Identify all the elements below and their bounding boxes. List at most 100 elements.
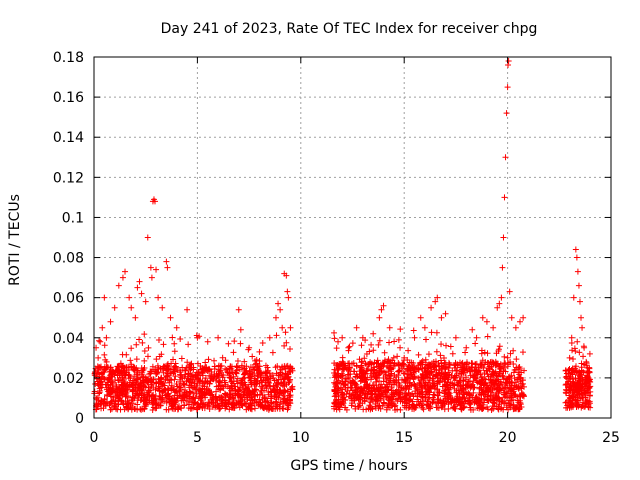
data-point xyxy=(169,334,176,341)
data-point xyxy=(124,400,131,407)
data-point xyxy=(477,404,484,411)
data-point xyxy=(333,345,340,352)
data-point xyxy=(370,382,377,389)
data-point xyxy=(573,254,580,261)
data-point xyxy=(97,401,104,408)
data-point xyxy=(116,363,123,370)
data-point xyxy=(206,405,213,412)
data-point xyxy=(416,390,423,397)
data-point xyxy=(256,391,263,398)
data-point xyxy=(246,344,253,351)
data-point xyxy=(394,353,401,360)
data-point xyxy=(273,332,280,339)
data-point xyxy=(570,382,577,389)
data-point xyxy=(170,386,177,393)
data-point xyxy=(574,338,581,345)
data-point xyxy=(144,389,151,396)
data-point xyxy=(172,363,179,370)
data-point xyxy=(96,364,103,371)
data-point xyxy=(490,371,497,378)
data-point xyxy=(562,399,569,406)
data-point xyxy=(353,324,360,331)
data-point xyxy=(429,375,436,382)
data-point xyxy=(451,385,458,392)
data-point xyxy=(270,374,277,381)
data-point xyxy=(260,405,267,412)
data-point xyxy=(563,390,570,397)
data-point xyxy=(466,368,473,375)
data-point xyxy=(243,392,250,399)
data-point xyxy=(347,379,354,386)
data-point xyxy=(433,329,440,336)
data-point xyxy=(471,398,478,405)
data-point xyxy=(513,383,520,390)
data-point xyxy=(149,399,156,406)
data-point xyxy=(395,376,402,383)
data-point xyxy=(156,353,163,360)
data-point xyxy=(484,393,491,400)
y-tick-label: 0.14 xyxy=(53,130,84,146)
data-point xyxy=(386,372,393,379)
data-point xyxy=(108,393,115,400)
data-point xyxy=(114,406,121,413)
data-point xyxy=(496,381,503,388)
data-point xyxy=(226,406,233,413)
data-point xyxy=(237,340,244,347)
data-point xyxy=(563,399,570,406)
data-point xyxy=(566,375,573,382)
data-point xyxy=(410,327,417,334)
data-point xyxy=(496,363,503,370)
data-point xyxy=(457,364,464,371)
data-point xyxy=(450,404,457,411)
data-point xyxy=(500,373,507,380)
data-point xyxy=(563,370,570,377)
data-point xyxy=(579,402,586,409)
data-point xyxy=(101,294,108,301)
data-point xyxy=(578,387,585,394)
data-point xyxy=(133,341,140,348)
data-point xyxy=(504,354,511,361)
data-point xyxy=(433,348,440,355)
data-point xyxy=(384,363,391,370)
data-point xyxy=(492,380,499,387)
data-point xyxy=(510,360,517,367)
data-point xyxy=(355,404,362,411)
data-point xyxy=(163,373,170,380)
data-point xyxy=(505,406,512,413)
data-point xyxy=(397,326,404,333)
data-point xyxy=(263,385,270,392)
data-point xyxy=(492,391,499,398)
data-point xyxy=(447,379,454,386)
data-point xyxy=(354,394,361,401)
data-point xyxy=(442,310,449,317)
data-point xyxy=(278,376,285,383)
data-point xyxy=(462,349,469,356)
data-point xyxy=(184,359,191,366)
data-point xyxy=(510,402,517,409)
data-point xyxy=(281,380,288,387)
data-point xyxy=(519,380,526,387)
data-point xyxy=(241,365,248,372)
data-point xyxy=(173,381,180,388)
data-point xyxy=(390,354,397,361)
data-point xyxy=(478,361,485,368)
data-point xyxy=(225,400,232,407)
data-point xyxy=(132,314,139,321)
data-point xyxy=(446,371,453,378)
data-point xyxy=(417,377,424,384)
data-point xyxy=(149,406,156,413)
data-point xyxy=(502,368,509,375)
data-point xyxy=(359,334,366,341)
data-point xyxy=(240,391,247,398)
data-point xyxy=(413,365,420,372)
data-point xyxy=(227,375,234,382)
data-point xyxy=(281,392,288,399)
data-point xyxy=(148,274,155,281)
data-point xyxy=(420,406,427,413)
data-point xyxy=(473,334,480,341)
data-point xyxy=(563,381,570,388)
data-point xyxy=(461,398,468,405)
data-point xyxy=(405,347,412,354)
data-point xyxy=(346,390,353,397)
x-tick-label: 25 xyxy=(602,430,620,446)
